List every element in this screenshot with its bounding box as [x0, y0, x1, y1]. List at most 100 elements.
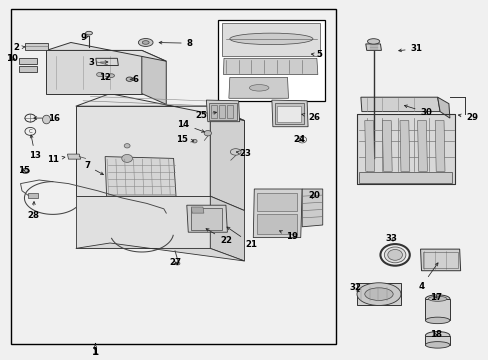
Bar — [190, 208, 222, 230]
Text: 29: 29 — [457, 112, 477, 122]
Text: 3: 3 — [89, 58, 108, 67]
Polygon shape — [425, 336, 449, 345]
Polygon shape — [360, 97, 439, 112]
Polygon shape — [105, 157, 176, 196]
Bar — [276, 106, 301, 122]
Bar — [356, 114, 454, 184]
Polygon shape — [365, 44, 381, 50]
Ellipse shape — [126, 77, 133, 81]
Polygon shape — [228, 77, 288, 98]
Polygon shape — [76, 243, 244, 261]
Text: 5: 5 — [311, 50, 321, 59]
Text: 13: 13 — [29, 135, 41, 160]
Text: 9: 9 — [80, 33, 89, 42]
Ellipse shape — [427, 296, 446, 301]
Polygon shape — [76, 106, 210, 196]
Polygon shape — [67, 154, 81, 159]
Polygon shape — [46, 50, 142, 94]
Text: 1: 1 — [92, 345, 98, 356]
Polygon shape — [223, 58, 317, 75]
Ellipse shape — [124, 144, 130, 148]
Ellipse shape — [122, 154, 132, 162]
Text: 22: 22 — [205, 229, 231, 245]
Polygon shape — [302, 189, 322, 227]
Ellipse shape — [96, 72, 103, 77]
Polygon shape — [76, 196, 210, 248]
Polygon shape — [142, 50, 166, 104]
Text: 24: 24 — [293, 135, 305, 144]
Polygon shape — [420, 249, 460, 271]
Bar — [359, 172, 451, 183]
Ellipse shape — [387, 249, 402, 260]
Text: C: C — [28, 129, 32, 134]
Ellipse shape — [425, 317, 449, 324]
Polygon shape — [434, 121, 444, 171]
Bar — [28, 193, 38, 198]
Text: 11: 11 — [47, 155, 65, 163]
Text: 18: 18 — [429, 330, 441, 339]
Text: 17: 17 — [429, 292, 441, 302]
Polygon shape — [356, 114, 454, 184]
Text: 30: 30 — [404, 105, 431, 117]
Polygon shape — [76, 94, 244, 121]
Ellipse shape — [138, 39, 153, 46]
Bar — [211, 105, 217, 118]
Bar — [219, 105, 224, 118]
Polygon shape — [437, 97, 449, 118]
Text: 7: 7 — [84, 161, 103, 175]
Bar — [217, 20, 325, 101]
Polygon shape — [46, 42, 166, 61]
Text: 1: 1 — [92, 347, 99, 357]
Text: 15: 15 — [18, 166, 29, 175]
Polygon shape — [25, 43, 48, 50]
Polygon shape — [186, 205, 227, 232]
Text: 15: 15 — [176, 135, 193, 144]
Polygon shape — [19, 58, 37, 64]
Polygon shape — [425, 299, 449, 320]
Polygon shape — [417, 121, 427, 171]
Bar — [11, 9, 335, 344]
Text: 28: 28 — [27, 202, 39, 220]
Ellipse shape — [384, 247, 405, 263]
Ellipse shape — [229, 33, 312, 45]
Text: 33: 33 — [385, 234, 396, 243]
Polygon shape — [19, 66, 37, 72]
Ellipse shape — [367, 39, 379, 44]
Text: 14: 14 — [177, 120, 204, 132]
Polygon shape — [210, 106, 244, 211]
Polygon shape — [191, 207, 203, 213]
Ellipse shape — [192, 139, 197, 143]
Ellipse shape — [425, 295, 449, 303]
Text: 4: 4 — [418, 263, 437, 291]
Text: 20: 20 — [307, 191, 319, 199]
Bar — [274, 103, 304, 124]
Bar — [256, 214, 296, 234]
Text: 12: 12 — [99, 73, 111, 82]
Polygon shape — [210, 196, 244, 261]
Text: 32: 32 — [348, 284, 360, 292]
Ellipse shape — [425, 332, 449, 339]
Ellipse shape — [85, 31, 92, 35]
Ellipse shape — [425, 342, 449, 348]
Ellipse shape — [21, 168, 29, 174]
Text: 31: 31 — [398, 44, 422, 53]
Text: 27: 27 — [169, 258, 181, 267]
Ellipse shape — [42, 115, 50, 124]
Text: 2: 2 — [13, 44, 25, 53]
Text: 16: 16 — [34, 114, 60, 122]
Ellipse shape — [175, 262, 180, 265]
Polygon shape — [222, 23, 320, 56]
Polygon shape — [364, 121, 374, 171]
Bar — [209, 103, 236, 120]
Ellipse shape — [249, 85, 268, 91]
Polygon shape — [271, 100, 307, 127]
Polygon shape — [356, 283, 400, 305]
Polygon shape — [382, 121, 391, 171]
Polygon shape — [206, 100, 239, 122]
Ellipse shape — [204, 131, 211, 136]
Ellipse shape — [364, 288, 392, 300]
Text: 10: 10 — [6, 54, 18, 63]
Text: 26: 26 — [301, 112, 319, 122]
Text: 23: 23 — [236, 149, 251, 158]
Text: 19: 19 — [279, 231, 298, 242]
